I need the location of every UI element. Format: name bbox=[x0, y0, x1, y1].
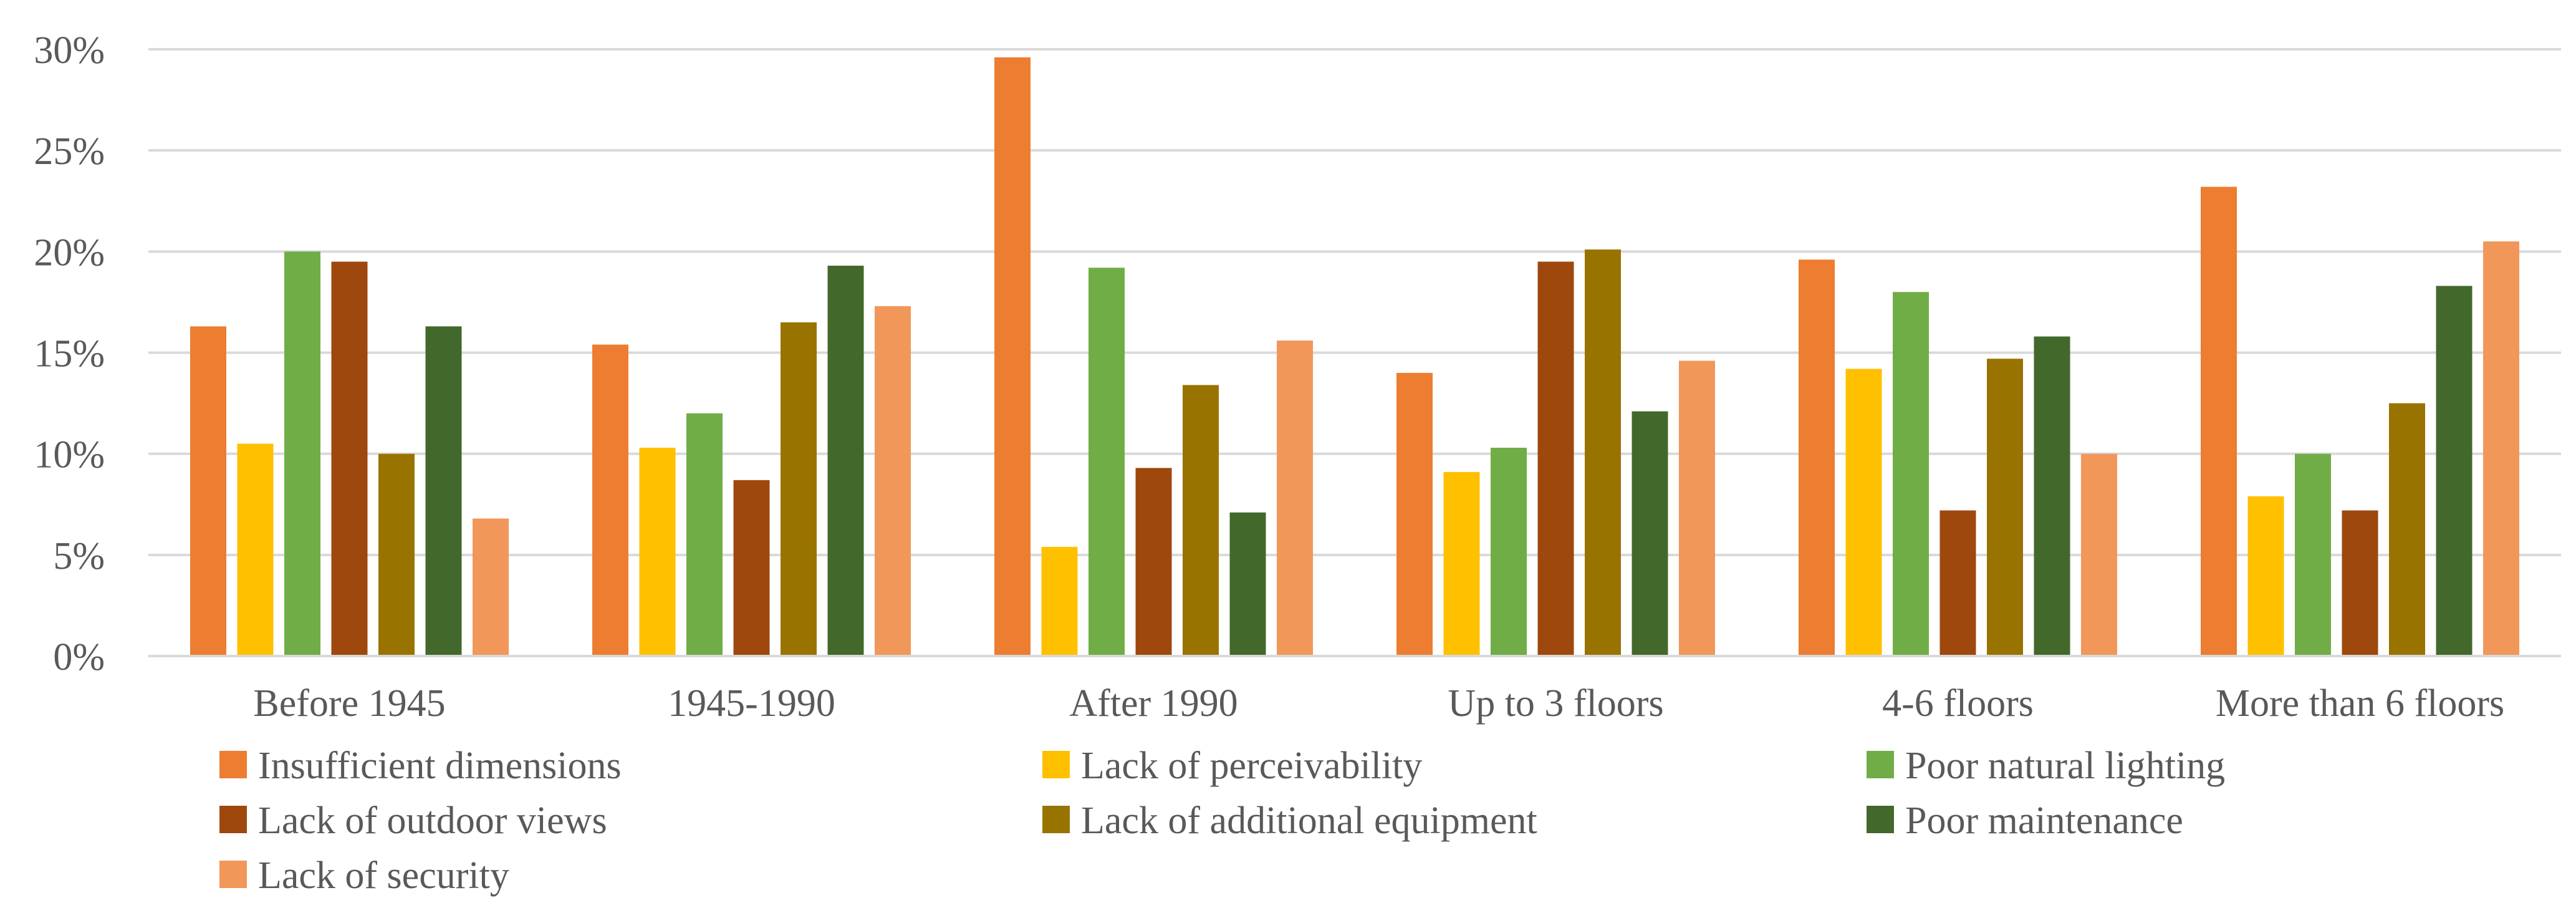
legend-item: Lack of security bbox=[219, 854, 509, 897]
bar-lack-of-outdoor-views-1 bbox=[733, 480, 770, 656]
bar-lack-of-additional-equipment-3 bbox=[1585, 249, 1621, 657]
x-category-label: 4-6 floors bbox=[1882, 682, 2034, 725]
x-category-label: Up to 3 floors bbox=[1448, 682, 1663, 725]
bar-lack-of-perceivability-2 bbox=[1041, 546, 1078, 656]
legend-label: Poor natural lighting bbox=[1905, 745, 2225, 787]
legend-item: Lack of additional equipment bbox=[1042, 800, 1537, 842]
bar-poor-maintenance-3 bbox=[1632, 411, 1668, 656]
y-axis-tick-labels: 0% 5% 10% 15% 20% 25% 30% bbox=[34, 29, 105, 679]
legend-item: Lack of outdoor views bbox=[219, 800, 607, 842]
bar-insufficient-dimensions-3 bbox=[1396, 372, 1433, 656]
bar-poor-natural-lighting-3 bbox=[1491, 447, 1527, 656]
y-tick-label: 15% bbox=[34, 333, 105, 375]
bar-insufficient-dimensions-0 bbox=[190, 326, 226, 656]
legend-item: Insufficient dimensions bbox=[219, 745, 622, 787]
bar-lack-of-outdoor-views-5 bbox=[2342, 510, 2378, 656]
legend: Insufficient dimensions Lack of perceivab… bbox=[219, 745, 2225, 897]
bar-lack-of-outdoor-views-3 bbox=[1537, 261, 1574, 656]
legend-swatch bbox=[219, 806, 247, 833]
legend-label: Poor maintenance bbox=[1905, 800, 2183, 842]
legend-swatch bbox=[1042, 751, 1070, 778]
x-category-label: More than 6 floors bbox=[2216, 682, 2504, 725]
bar-lack-of-perceivability-5 bbox=[2247, 496, 2284, 656]
bar-lack-of-outdoor-views-4 bbox=[1939, 510, 1976, 656]
bar-insufficient-dimensions-5 bbox=[2201, 186, 2237, 657]
bar-lack-of-outdoor-views-2 bbox=[1135, 468, 1172, 656]
bar-lack-of-additional-equipment-1 bbox=[781, 322, 817, 656]
x-category-label: Before 1945 bbox=[253, 682, 445, 725]
bar-poor-natural-lighting-5 bbox=[2295, 453, 2331, 656]
bar-lack-of-additional-equipment-4 bbox=[1987, 359, 2023, 656]
bar-lack-of-security-3 bbox=[1679, 360, 1715, 656]
bar-lack-of-security-2 bbox=[1277, 341, 1313, 656]
legend-swatch bbox=[1867, 751, 1894, 778]
bar-lack-of-perceivability-3 bbox=[1443, 471, 1480, 656]
legend-label: Insufficient dimensions bbox=[258, 745, 622, 787]
bar-lack-of-perceivability-4 bbox=[1845, 369, 1882, 656]
bar-lack-of-additional-equipment-2 bbox=[1183, 385, 1219, 656]
bar-poor-natural-lighting-1 bbox=[686, 413, 723, 656]
legend-swatch bbox=[219, 751, 247, 778]
x-category-label: After 1990 bbox=[1069, 682, 1238, 725]
bar-lack-of-security-4 bbox=[2081, 453, 2117, 656]
legend-item: Poor natural lighting bbox=[1867, 745, 2225, 787]
legend-label: Lack of security bbox=[258, 854, 509, 897]
x-category-label: 1945-1990 bbox=[668, 682, 835, 725]
y-tick-label: 30% bbox=[34, 29, 105, 72]
bar-poor-maintenance-0 bbox=[425, 326, 462, 656]
bar-lack-of-perceivability-0 bbox=[237, 443, 274, 656]
bar-lack-of-perceivability-1 bbox=[639, 447, 676, 656]
bar-lack-of-security-0 bbox=[473, 518, 509, 656]
legend-label: Lack of perceivability bbox=[1081, 745, 1422, 787]
y-tick-label: 20% bbox=[34, 231, 105, 274]
legend-item: Poor maintenance bbox=[1867, 800, 2183, 842]
bar-poor-natural-lighting-0 bbox=[284, 251, 320, 656]
bar-lack-of-additional-equipment-5 bbox=[2389, 403, 2425, 656]
y-tick-label: 0% bbox=[53, 636, 105, 679]
legend-item: Lack of perceivability bbox=[1042, 745, 1422, 787]
bar-lack-of-security-1 bbox=[875, 306, 911, 656]
legend-swatch bbox=[219, 861, 247, 888]
y-tick-label: 10% bbox=[34, 434, 105, 476]
bar-lack-of-additional-equipment-0 bbox=[378, 453, 415, 656]
bars bbox=[190, 57, 2519, 657]
legend-swatch bbox=[1042, 806, 1070, 833]
y-tick-label: 5% bbox=[53, 535, 105, 577]
legend-label: Lack of additional equipment bbox=[1081, 800, 1537, 842]
legend-swatch bbox=[1867, 806, 1894, 833]
bar-lack-of-security-5 bbox=[2483, 241, 2519, 656]
gridlines bbox=[148, 48, 2561, 556]
bar-poor-maintenance-2 bbox=[1229, 512, 1266, 656]
y-tick-label: 25% bbox=[34, 130, 105, 173]
bar-insufficient-dimensions-2 bbox=[994, 57, 1031, 657]
bar-poor-maintenance-5 bbox=[2436, 286, 2473, 657]
bar-poor-maintenance-1 bbox=[827, 266, 864, 657]
bar-poor-maintenance-4 bbox=[2034, 336, 2070, 656]
bar-poor-natural-lighting-4 bbox=[1893, 292, 1929, 656]
x-axis-category-labels: Before 1945 1945-1990 After 1990 Up to 3 fl… bbox=[253, 682, 2504, 725]
bar-insufficient-dimensions-1 bbox=[592, 344, 628, 656]
legend-label: Lack of outdoor views bbox=[258, 800, 607, 842]
bar-poor-natural-lighting-2 bbox=[1089, 268, 1125, 656]
bar-insufficient-dimensions-4 bbox=[1799, 259, 1835, 657]
bar-lack-of-outdoor-views-0 bbox=[331, 261, 368, 656]
